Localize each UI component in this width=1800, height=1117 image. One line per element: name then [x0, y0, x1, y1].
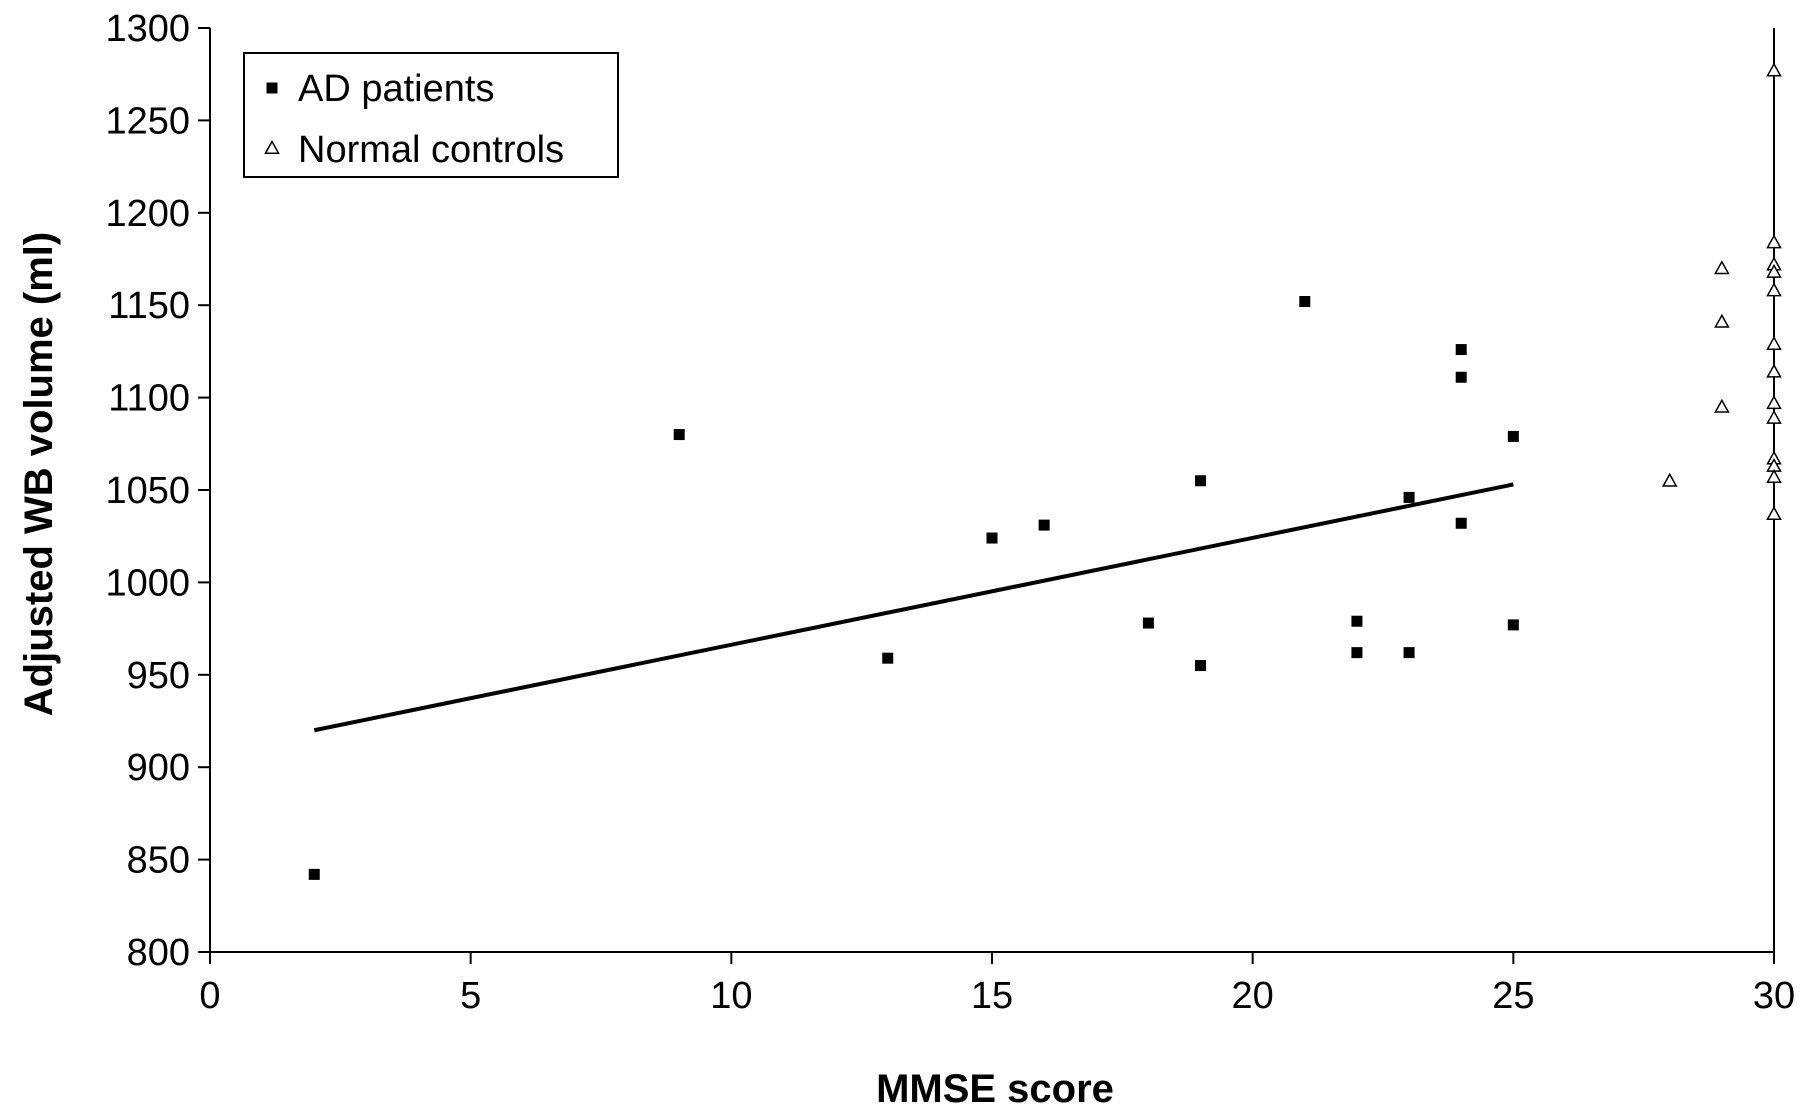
ad-patient-point [882, 652, 894, 664]
legend-triangle-marker [264, 139, 280, 154]
ad-patient-point [308, 868, 320, 880]
ad-patient-point [1299, 296, 1311, 308]
normal-control-point [1766, 335, 1782, 350]
normal-control-point [1766, 263, 1782, 278]
data-points [308, 62, 1782, 880]
x-tick-label: 15 [971, 975, 1013, 1017]
x-tick-label: 30 [1753, 975, 1795, 1017]
normal-control-point [1661, 472, 1678, 487]
normal-control-point [1766, 282, 1782, 297]
ad-patient-point [986, 532, 998, 544]
legend-marker-ad-patients [266, 82, 278, 94]
ad-patient-point [1195, 475, 1207, 487]
ad-patient-point [1455, 344, 1467, 356]
y-tick-label: 850 [127, 840, 190, 882]
x-tick-label: 10 [710, 975, 752, 1017]
x-tick-label: 5 [460, 975, 481, 1017]
y-tick-label: 950 [127, 655, 190, 697]
legend-label-normal-controls: Normal controls [298, 129, 564, 171]
ad-patient-point [1507, 619, 1519, 631]
y-tick-label: 1250 [105, 100, 190, 142]
ad-patient-point [1038, 519, 1050, 531]
y-tick-label: 800 [127, 932, 190, 974]
legend: AD patients Normal controls [243, 52, 619, 178]
normal-control-point [1766, 363, 1782, 378]
legend-square-marker [266, 82, 278, 94]
ad-patient-point [1351, 615, 1363, 627]
normal-control-point [1714, 398, 1730, 413]
y-axis: 800 850 900 950 1000 1050 1100 1150 1200 1250 1300 [105, 8, 210, 974]
normal-control-point [1766, 469, 1782, 484]
legend-marker-normal-controls [264, 139, 280, 154]
ad-patient-point [1195, 660, 1207, 672]
normal-control-point [1766, 409, 1782, 424]
y-tick-label: 1150 [108, 285, 190, 327]
normal-control-point [1766, 62, 1782, 77]
ad-patient-point [673, 429, 685, 441]
y-tick-label: 900 [127, 747, 190, 789]
ad-patient-point [1455, 371, 1467, 383]
x-tick-label: 25 [1492, 975, 1534, 1017]
ad-patient-point [1351, 647, 1363, 659]
trendline [313, 482, 1514, 733]
y-axis-title: Adjusted WB volume (ml) [17, 232, 61, 716]
x-axis: 0 5 10 15 20 25 30 [199, 952, 1795, 1017]
normal-control-point [1714, 313, 1730, 328]
ad-patient-point [1403, 647, 1415, 659]
x-tick-label: 0 [199, 975, 220, 1017]
y-tick-label: 1100 [108, 378, 190, 420]
y-tick-label: 1300 [105, 8, 190, 50]
y-tick-label: 1200 [105, 193, 190, 235]
y-tick-label: 1000 [105, 562, 190, 604]
trendline-layer [313, 482, 1514, 733]
normal-control-point [1714, 260, 1730, 275]
ad-patient-point [1507, 430, 1519, 442]
normal-control-point [1766, 395, 1782, 410]
normal-control-point [1766, 505, 1782, 520]
x-axis-title: MMSE score [876, 1067, 1114, 1111]
y-tick-label: 1050 [105, 470, 190, 512]
legend-box [243, 52, 619, 178]
ad-patient-point [1455, 517, 1467, 529]
normal-control-point [1766, 234, 1782, 249]
x-tick-label: 20 [1232, 975, 1274, 1017]
ad-patient-point [1403, 491, 1415, 503]
ad-patient-point [1142, 617, 1154, 629]
legend-label-ad-patients: AD patients [298, 68, 494, 110]
